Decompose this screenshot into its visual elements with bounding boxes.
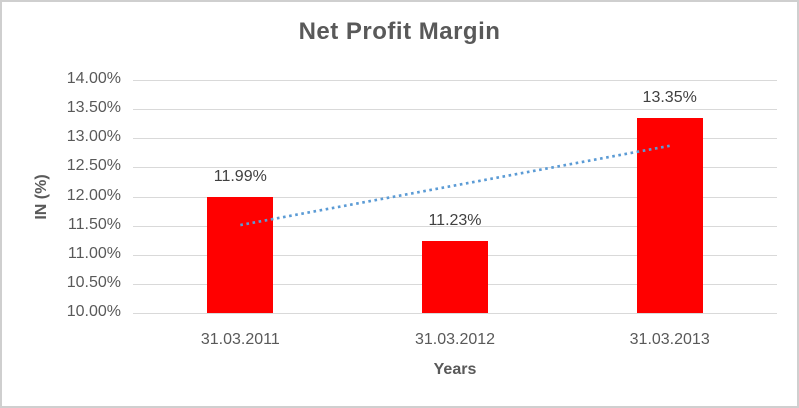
bar-1 <box>207 197 274 313</box>
y-tick-label: 12.00% <box>66 187 121 204</box>
gridline <box>133 109 777 110</box>
x-tick-label: 31.03.2012 <box>414 331 496 348</box>
bar-value-label: 11.23% <box>428 212 482 230</box>
y-tick-label: 11.00% <box>67 245 121 262</box>
bar-3 <box>636 117 703 313</box>
gridline <box>133 313 777 314</box>
gridline <box>133 138 777 139</box>
gridline <box>133 80 777 81</box>
x-axis-title: Years <box>433 361 477 378</box>
chart-title: Net Profit Margin <box>298 18 501 45</box>
y-tick-label: 12.50% <box>66 157 121 174</box>
bar-value-label: 13.35% <box>642 88 697 106</box>
x-tick-label: 31.03.2011 <box>200 331 280 348</box>
y-tick-label: 13.50% <box>66 99 121 116</box>
y-tick-label: 11.50% <box>67 216 121 233</box>
y-axis-title: IN (%) <box>33 174 50 220</box>
y-tick-label: 13.00% <box>66 128 121 145</box>
y-tick-label: 10.50% <box>66 274 121 291</box>
gridline <box>133 226 777 227</box>
bar-2 <box>422 241 488 313</box>
y-tick-label: 10.00% <box>66 303 121 320</box>
x-tick-label: 31.03.2013 <box>629 331 710 348</box>
bar-value-label: 11.99% <box>213 168 267 186</box>
y-tick-label: 14.00% <box>66 70 121 87</box>
